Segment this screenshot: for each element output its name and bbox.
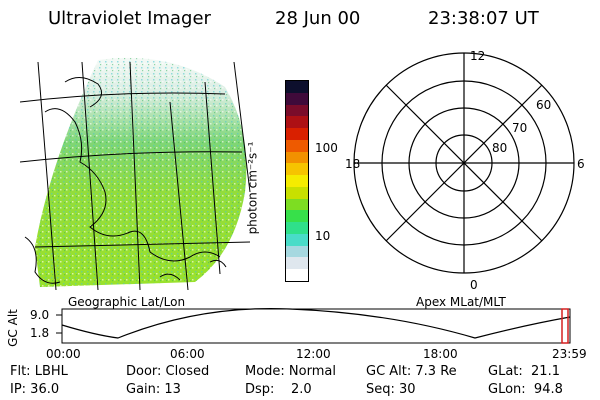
colorbar-segment (286, 116, 308, 129)
colorbar-tick-100: 100 (315, 141, 338, 155)
time-tick-0600: 06:00 (170, 347, 205, 361)
filter-readout: Flt: LBHL (10, 364, 68, 379)
colorbar-segment (286, 210, 308, 223)
colorbar-segment (286, 80, 308, 93)
observation-date: 28 Jun 00 (275, 8, 361, 29)
observation-time: 23:38:07 UT (428, 8, 539, 29)
colorbar-segment (286, 163, 308, 176)
colorbar-unit-label: photon cm⁻²s⁻¹ (245, 141, 260, 235)
gc-altitude-readout: GC Alt: 7.3 Re (366, 364, 457, 379)
current-time-marker (561, 308, 569, 344)
geographic-caption: Geographic Lat/Lon (68, 295, 186, 309)
altitude-ylabel: GC Alt (5, 309, 20, 347)
gain-readout: Gain: 13 (126, 382, 181, 397)
instrument-title: Ultraviolet Imager (48, 8, 211, 29)
polar-mlat-mlt-grid (353, 52, 575, 274)
geographic-image-panel (20, 57, 251, 291)
colorbar-segment (286, 92, 308, 105)
geo-longitude-readout: GLon: 94.8 (488, 382, 563, 397)
polar-caption: Apex MLat/MLT (416, 295, 506, 309)
altitude-ytick-min: 1.8 (30, 326, 50, 340)
colorbar-segment (286, 128, 308, 140)
colorbar-segment (286, 257, 308, 270)
colorbar-segment (286, 269, 308, 281)
colorbar-tick-10: 10 (315, 229, 331, 243)
mlt-label-6: 6 (577, 157, 585, 171)
colorbar-segment (286, 198, 308, 211)
mlt-label-18: 18 (345, 157, 361, 171)
colorbar-segment (286, 151, 308, 164)
time-tick-1800: 18:00 (423, 347, 458, 361)
geo-latitude-readout: GLat: 21.1 (488, 364, 560, 379)
colorbar-segment (286, 245, 308, 258)
time-tick-1200: 12:00 (296, 347, 331, 361)
time-tick-0000: 00:00 (46, 347, 81, 361)
door-readout: Door: Closed (126, 364, 210, 379)
colorbar-segment (286, 104, 308, 117)
colorbar-segment (286, 175, 308, 187)
mlat-label-70: 70 (512, 121, 528, 135)
auroral-emission-disk (35, 57, 247, 287)
mlat-label-80: 80 (492, 141, 508, 155)
sequence-readout: Seq: 30 (366, 382, 416, 397)
intensity-colorbar (285, 80, 309, 282)
colorbar-segment (286, 222, 308, 234)
altitude-ytick-max: 9.0 (30, 308, 50, 322)
dsp-readout: Dsp: 2.0 (245, 382, 312, 397)
colorbar-segment (286, 233, 308, 246)
mode-readout: Mode: Normal (245, 364, 336, 379)
time-tick-2359: 23:59 (552, 347, 587, 361)
colorbar-segment (286, 139, 308, 152)
colorbar-segment (286, 186, 308, 199)
coastline-outlines (24, 77, 227, 284)
altitude-timeseries-plot (56, 308, 571, 344)
mlat-label-60: 60 (536, 98, 552, 112)
ip-readout: IP: 36.0 (10, 382, 60, 397)
mlt-label-12: 12 (470, 49, 486, 63)
mlt-label-0: 0 (470, 278, 478, 292)
